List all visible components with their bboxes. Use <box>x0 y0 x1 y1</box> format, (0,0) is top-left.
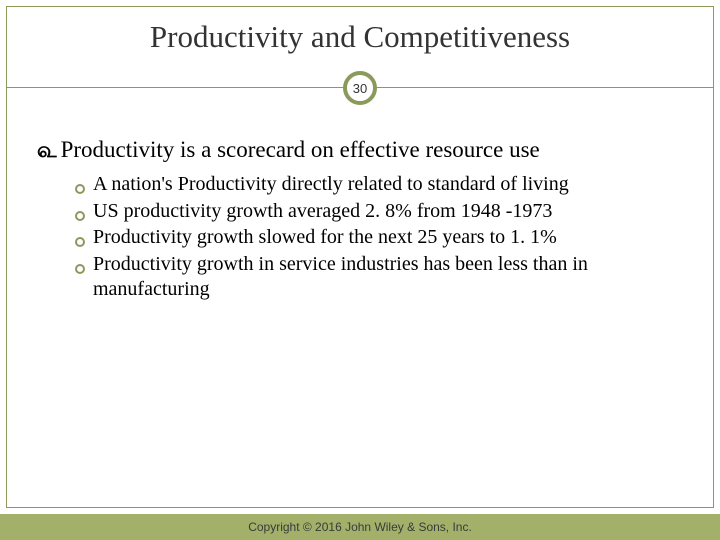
sub-bullet-text: A nation's Productivity directly related… <box>93 172 569 198</box>
footer-bar: Copyright © 2016 John Wiley & Sons, Inc. <box>0 514 720 540</box>
swirl-icon: ௳ <box>37 137 57 166</box>
main-bullet-text: Productivity is a scorecard on effective… <box>61 137 540 163</box>
circle-icon <box>75 264 85 274</box>
page-number: 30 <box>353 81 367 96</box>
slide-frame: Productivity and Competitiveness 30 ௳ Pr… <box>6 6 714 508</box>
list-item: US productivity growth averaged 2. 8% fr… <box>75 199 683 225</box>
sub-bullet-text: Productivity growth slowed for the next … <box>93 225 557 251</box>
list-item: A nation's Productivity directly related… <box>75 172 683 198</box>
main-bullet: ௳ Productivity is a scorecard on effecti… <box>37 137 683 166</box>
content-area: ௳ Productivity is a scorecard on effecti… <box>37 137 683 304</box>
page-number-badge: 30 <box>343 71 377 105</box>
list-item: Productivity growth slowed for the next … <box>75 225 683 251</box>
circle-icon <box>75 184 85 194</box>
sub-bullet-text: US productivity growth averaged 2. 8% fr… <box>93 199 552 225</box>
list-item: Productivity growth in service industrie… <box>75 252 683 303</box>
circle-icon <box>75 211 85 221</box>
copyright-text: Copyright © 2016 John Wiley & Sons, Inc. <box>248 520 472 534</box>
slide-title: Productivity and Competitiveness <box>7 7 713 63</box>
sub-bullet-text: Productivity growth in service industrie… <box>93 252 683 303</box>
sub-bullet-list: A nation's Productivity directly related… <box>75 172 683 303</box>
circle-icon <box>75 237 85 247</box>
